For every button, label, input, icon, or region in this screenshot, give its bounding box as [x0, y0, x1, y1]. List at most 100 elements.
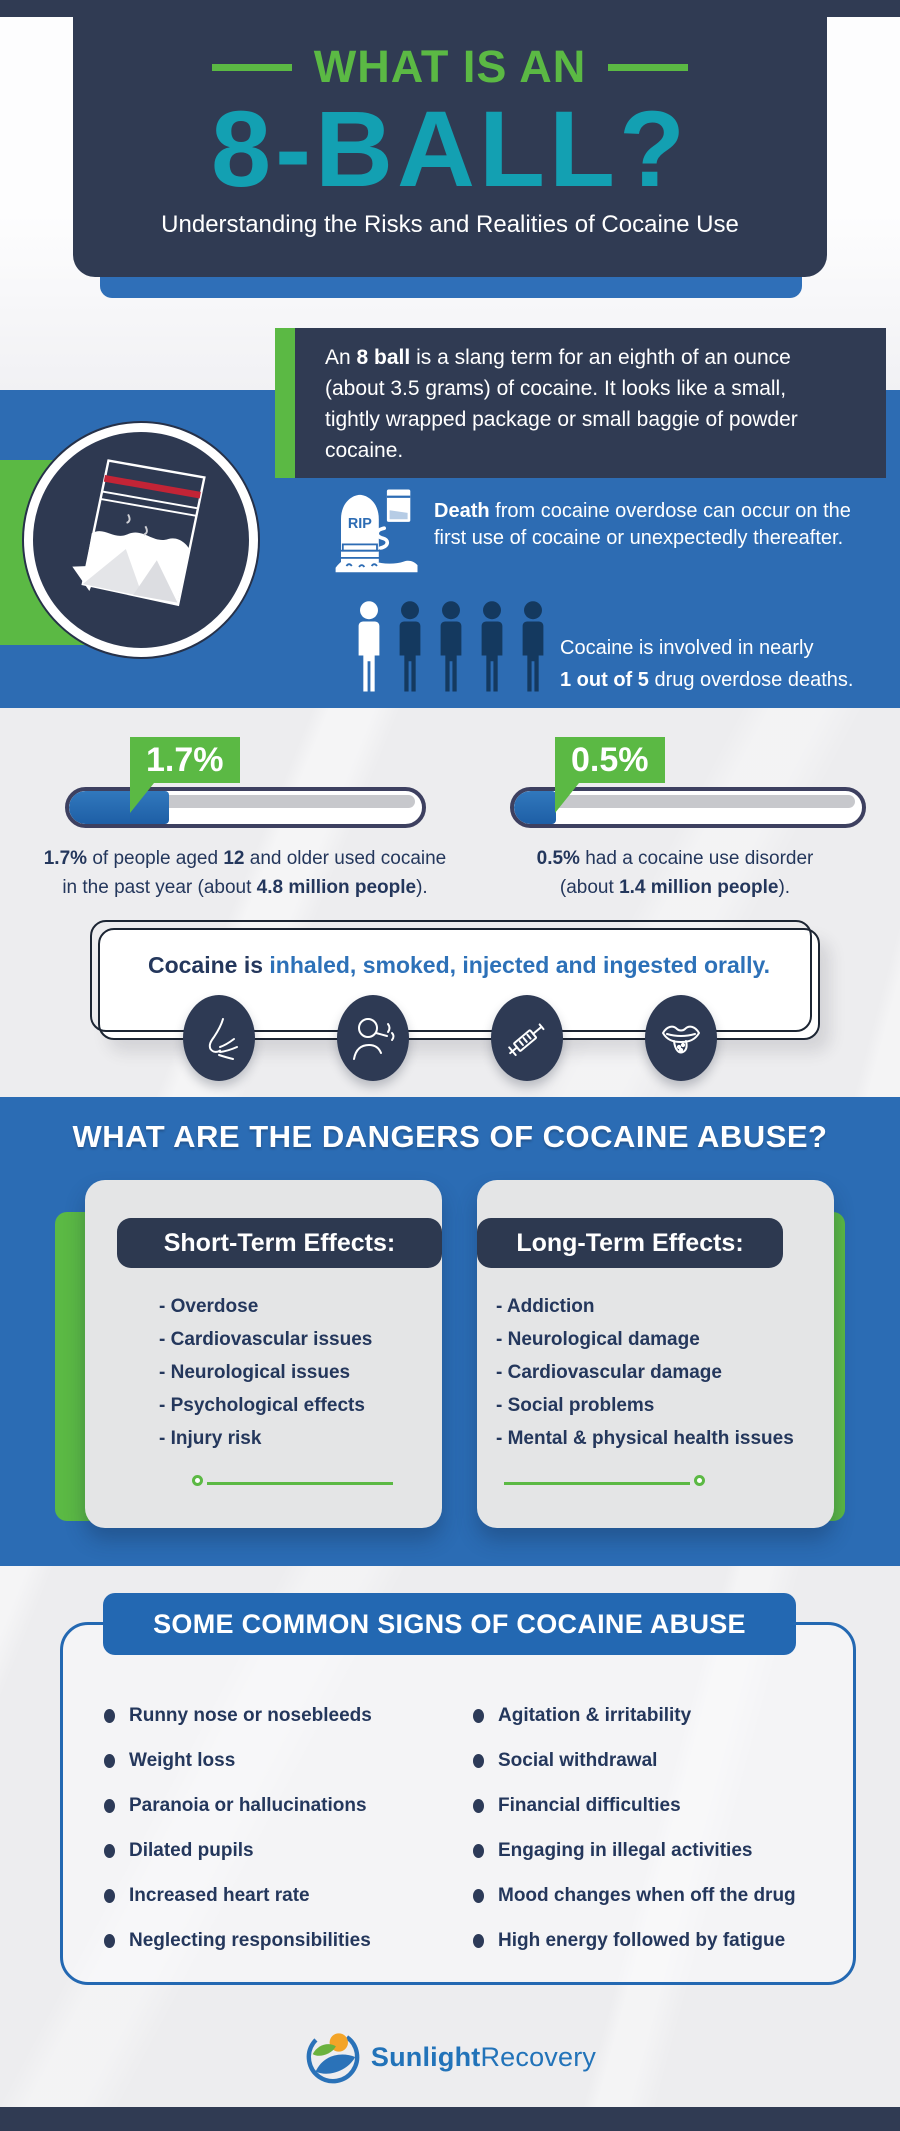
list-item: - Psychological effects: [159, 1395, 365, 1416]
brand-name: SunlightRecovery: [371, 2042, 596, 2073]
list-item: Financial difficulties: [473, 1783, 796, 1828]
ratio-bold: 1 out of 5: [560, 669, 649, 691]
bullet-dot: [104, 1843, 115, 1858]
bullet-dot: [473, 1753, 484, 1768]
bullet-dot: [473, 1933, 484, 1948]
list-item: Social withdrawal: [473, 1738, 796, 1783]
kicker-text: WHAT IS AN: [313, 41, 587, 92]
rule-dot: [192, 1475, 203, 1486]
page-subtitle: Understanding the Risks and Realities of…: [161, 211, 739, 238]
methods-title-dark: Cocaine is: [147, 952, 270, 978]
list-item: - Cardiovascular damage: [496, 1362, 722, 1383]
person-icon: [399, 601, 421, 692]
list-item: Mood changes when off the drug: [473, 1873, 796, 1918]
bullet-dot: [473, 1888, 484, 1903]
list-item: Engaging in illegal activities: [473, 1828, 796, 1873]
list-item: High energy followed by fatigue: [473, 1918, 796, 1963]
kicker-dash-right: [608, 63, 689, 71]
stat-flag: 1.7%: [130, 737, 240, 813]
list-item: Paranoia or hallucinations: [104, 1783, 372, 1828]
short-term-effects-card: Short-Term Effects: - Overdose - Cardiov…: [85, 1180, 442, 1528]
methods-icons-row: [0, 995, 900, 1081]
nose-inhale-icon: [183, 995, 255, 1081]
page-title: 8-BALL?: [211, 88, 689, 209]
list-item: Runny nose or nosebleeds: [104, 1693, 372, 1738]
intro-bold: 8 ball: [356, 346, 411, 369]
list-item: - Injury risk: [159, 1428, 262, 1449]
bullet-dot: [104, 1888, 115, 1903]
list-item: Neglecting responsibilities: [104, 1918, 372, 1963]
header-kicker: WHAT IS AN: [73, 41, 827, 93]
methods-title: Cocaine is inhaled, smoked, injected and…: [100, 952, 818, 979]
bullet-dot: [473, 1708, 484, 1723]
long-term-effects-card: Long-Term Effects: - Addiction - Neurolo…: [477, 1180, 834, 1528]
mouth-lick-icon: [645, 995, 717, 1081]
bullet-dot: [104, 1933, 115, 1948]
list-item: - Neurological issues: [159, 1362, 351, 1383]
signs-box: Runny nose or nosebleeds Weight loss Par…: [60, 1622, 856, 1985]
bar-shine: [521, 795, 855, 808]
bullet-dot: [473, 1798, 484, 1813]
list-item: Agitation & irritability: [473, 1693, 796, 1738]
card-title: Long-Term Effects:: [477, 1218, 783, 1268]
methods-title-blue: inhaled, smoked, injected and ingested o…: [269, 952, 771, 978]
death-bold: Death: [434, 500, 490, 522]
list-item: - Mental & physical health issues: [496, 1428, 794, 1449]
effects-list: - Overdose - Cardiovascular issues - Neu…: [85, 1290, 442, 1455]
signs-column-left: Runny nose or nosebleeds Weight loss Par…: [104, 1693, 372, 1963]
person-icon: [440, 601, 462, 692]
cocaine-baggie-badge: [24, 423, 258, 657]
effects-list: - Addiction - Neurological damage - Card…: [477, 1290, 834, 1455]
syringe-icon: [491, 995, 563, 1081]
rule-dot: [694, 1475, 705, 1486]
list-item: - Cardiovascular issues: [159, 1329, 373, 1350]
stat-past-year-use: 1.7% 1.7% of people aged 12 and older us…: [30, 722, 460, 903]
smoking-icon: [337, 995, 409, 1081]
list-item: - Addiction: [496, 1296, 595, 1317]
stat-progress-bar: [65, 787, 426, 828]
brand-lockup: SunlightRecovery: [0, 2028, 900, 2086]
kicker-dash-left: [211, 63, 292, 71]
list-item: Increased heart rate: [104, 1873, 372, 1918]
person-icon: [358, 601, 380, 692]
signs-column-right: Agitation & irritability Social withdraw…: [473, 1693, 796, 1963]
card-accent-rule: [192, 1475, 393, 1486]
cocaine-baggie-icon: [72, 459, 206, 607]
dangers-section: WHAT ARE THE DANGERS OF COCAINE ABUSE? S…: [0, 1097, 900, 1566]
death-fact-text: Death from cocaine overdose can occur on…: [434, 498, 886, 552]
stat-caption: 1.7% of people aged 12 and older used co…: [43, 848, 447, 899]
list-item: - Social problems: [496, 1395, 655, 1416]
bullet-dot: [104, 1798, 115, 1813]
bullet-dot: [104, 1708, 115, 1723]
stat-caption: 0.5% had a cocaine use disorder (about 1…: [536, 848, 814, 899]
bullet-dot: [473, 1843, 484, 1858]
bullet-dot: [104, 1753, 115, 1768]
intro-pre: An: [325, 346, 357, 369]
ratio-pre: Cocaine is involved in nearly: [560, 637, 814, 659]
list-item: - Neurological damage: [496, 1329, 700, 1350]
header: WHAT IS AN 8-BALL? Understanding the Ris…: [73, 17, 827, 277]
tombstone-rip-icon: RIP: [332, 483, 422, 577]
one-in-five-pictogram: [352, 598, 550, 698]
sunlight-recovery-logo-icon: [306, 2030, 360, 2084]
brand-regular: Recovery: [480, 2041, 597, 2072]
mini-baggie-icon: [386, 489, 411, 522]
list-item: Dilated pupils: [104, 1828, 372, 1873]
card-accent-rule: [504, 1475, 705, 1486]
person-icon: [481, 601, 503, 692]
intro-callout: An 8 ball is a slang term for an eighth …: [275, 328, 886, 478]
bar-fill: [69, 791, 169, 824]
one-in-five-text: Cocaine is involved in nearly 1 out of 5…: [560, 632, 853, 696]
stat-use-disorder: 0.5% 0.5% had a cocaine use disorder (ab…: [460, 722, 890, 903]
stat-flag: 0.5%: [555, 737, 665, 813]
intro-green-accent: [275, 328, 295, 478]
brand-bold: Sunlight: [370, 2041, 481, 2072]
dangers-heading: WHAT ARE THE DANGERS OF COCAINE ABUSE?: [72, 1119, 828, 1154]
person-icon: [522, 601, 544, 692]
intro-text: An 8 ball is a slang term for an eighth …: [295, 328, 886, 478]
list-item: Weight loss: [104, 1738, 372, 1783]
ratio-post: drug overdose deaths.: [648, 669, 854, 691]
svg-text:RIP: RIP: [348, 516, 372, 532]
list-item: - Overdose: [159, 1296, 259, 1317]
